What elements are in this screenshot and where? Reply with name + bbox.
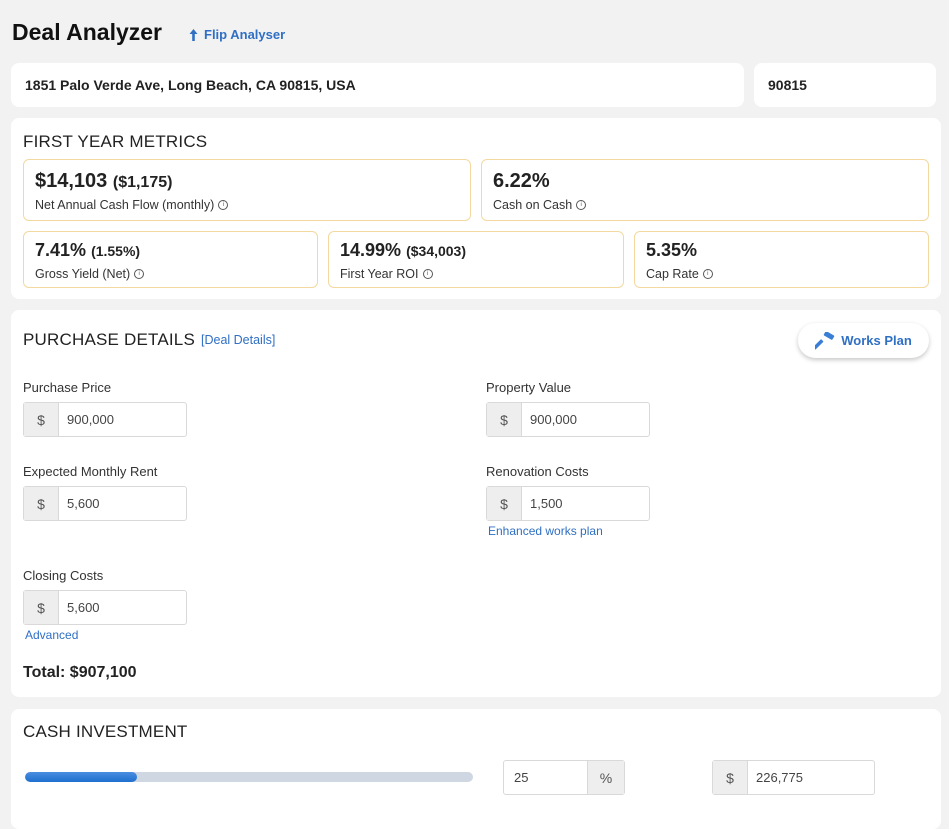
first-year-roi-value: 14.99% [340,240,402,260]
works-plan-button[interactable]: Works Plan [798,323,929,358]
purchase-price-value[interactable]: 900,000 [67,412,114,427]
gross-yield-label: Gross Yield (Net) [35,267,131,281]
cap-rate-value: 5.35% [646,240,698,260]
address-field[interactable]: 1851 Palo Verde Ave, Long Beach, CA 9081… [11,63,744,107]
net-cash-flow-label: Net Annual Cash Flow (monthly) [35,198,215,212]
cash-percent-value[interactable]: 25 [514,770,529,785]
closing-costs-label: Closing Costs [23,568,104,583]
flip-analyser-label: Flip Analyser [204,27,286,42]
net-cash-flow-monthly: ($1,175) [112,174,173,191]
net-cash-flow-card: $14,103 ($1,175) Net Annual Cash Flow (m… [23,159,471,221]
first-year-roi-label: First Year ROI [340,267,419,281]
cap-rate-label: Cap Rate [646,267,699,281]
info-icon[interactable]: i [422,269,433,279]
monthly-rent-value[interactable]: 5,600 [67,496,100,511]
gross-yield-net: (1.55%) [91,243,141,259]
cash-investment-heading: CASH INVESTMENT [23,722,188,741]
renovation-costs-label: Renovation Costs [486,464,589,479]
page-title: Deal Analyzer [12,19,162,45]
closing-costs-input[interactable]: $ 5,600 [23,590,187,625]
dollar-prefix: $ [24,487,59,520]
dollar-prefix: $ [487,487,522,520]
info-icon[interactable]: i [576,200,587,210]
cash-percent-input[interactable]: 25 % [503,760,625,795]
arrow-up-icon [189,28,198,41]
purchase-details-heading: PURCHASE DETAILS [23,330,195,349]
closing-costs-value[interactable]: 5,600 [67,600,100,615]
first-year-roi-amount: ($34,003) [406,243,467,259]
cash-investment-slider[interactable] [25,772,473,782]
net-cash-flow-value: $14,103 [35,170,108,192]
property-value-input[interactable]: $ 900,000 [486,402,650,437]
cap-rate-card: 5.35% Cap Rate i [634,231,929,288]
property-value-value[interactable]: 900,000 [530,412,577,427]
dollar-prefix: $ [713,761,748,794]
info-icon[interactable]: i [218,200,229,210]
flip-analyser-link[interactable]: Flip Analyser [189,27,285,42]
cash-amount-value[interactable]: 226,775 [756,770,803,785]
dollar-prefix: $ [487,403,522,436]
monthly-rent-label: Expected Monthly Rent [23,464,158,479]
purchase-price-label: Purchase Price [23,380,112,395]
advanced-link[interactable]: Advanced [25,628,79,642]
percent-suffix: % [587,761,624,794]
dollar-prefix: $ [24,591,59,624]
works-plan-label: Works Plan [841,333,912,348]
info-icon[interactable]: i [134,269,145,279]
slider-fill [25,772,137,782]
first-year-metrics-heading: FIRST YEAR METRICS [23,132,208,151]
dollar-prefix: $ [24,403,59,436]
cash-amount-input[interactable]: $ 226,775 [712,760,875,795]
first-year-roi-card: 14.99% ($34,003) First Year ROI i [328,231,624,288]
cash-on-cash-value: 6.22% [493,170,550,192]
purchase-total: Total: $907,100 [23,664,137,681]
enhanced-works-plan-link[interactable]: Enhanced works plan [488,524,603,538]
zip-field[interactable]: 90815 [754,63,936,107]
monthly-rent-input[interactable]: $ 5,600 [23,486,187,521]
info-icon[interactable]: i [702,269,713,279]
cash-on-cash-label: Cash on Cash [493,198,573,212]
hammer-icon [815,331,835,350]
renovation-costs-value[interactable]: 1,500 [530,496,563,511]
property-value-label: Property Value [486,380,572,395]
gross-yield-value: 7.41% [35,240,87,260]
renovation-costs-input[interactable]: $ 1,500 [486,486,650,521]
deal-details-link[interactable]: [Deal Details] [201,333,276,347]
purchase-price-input[interactable]: $ 900,000 [23,402,187,437]
gross-yield-card: 7.41% (1.55%) Gross Yield (Net) i [23,231,318,288]
cash-on-cash-card: 6.22% Cash on Cash i [481,159,929,221]
